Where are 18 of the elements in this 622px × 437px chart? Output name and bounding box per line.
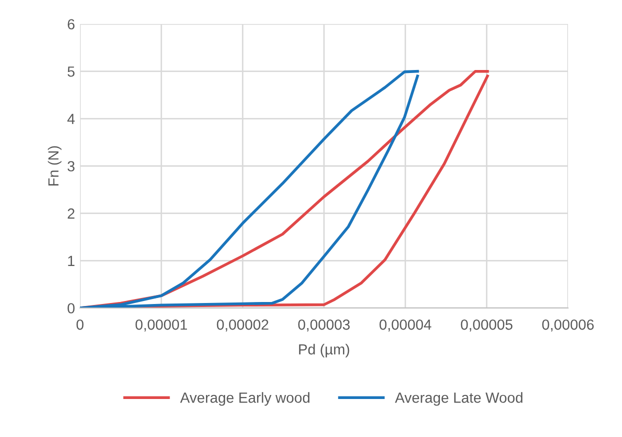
x-axis-title: Pd (µm) <box>299 344 350 358</box>
y-tick-label: 1 <box>68 256 74 266</box>
y-tick-label: 0 <box>68 303 75 314</box>
legend-label: Average Early wood <box>180 392 310 406</box>
y-tick-label: 2 <box>68 208 74 219</box>
x-tick-label: 0,00006 <box>542 319 594 332</box>
legend-label: Average Late Wood <box>394 392 522 406</box>
y-tick-label: 5 <box>68 66 75 77</box>
x-tick-label: 0,00003 <box>298 319 350 332</box>
x-tick-label: 0,00004 <box>380 319 432 332</box>
y-tick-label: 4 <box>67 114 75 124</box>
x-tick-label: 0,00005 <box>460 319 512 332</box>
x-tick-label: 0 <box>76 319 84 330</box>
x-tick-label: 0,00002 <box>216 319 268 332</box>
x-tick-label: 0,00001 <box>136 319 187 332</box>
y-tick-label: 3 <box>68 161 74 172</box>
y-tick-label: 6 <box>68 19 74 30</box>
y-axis-title: Fn (N) <box>48 146 62 186</box>
